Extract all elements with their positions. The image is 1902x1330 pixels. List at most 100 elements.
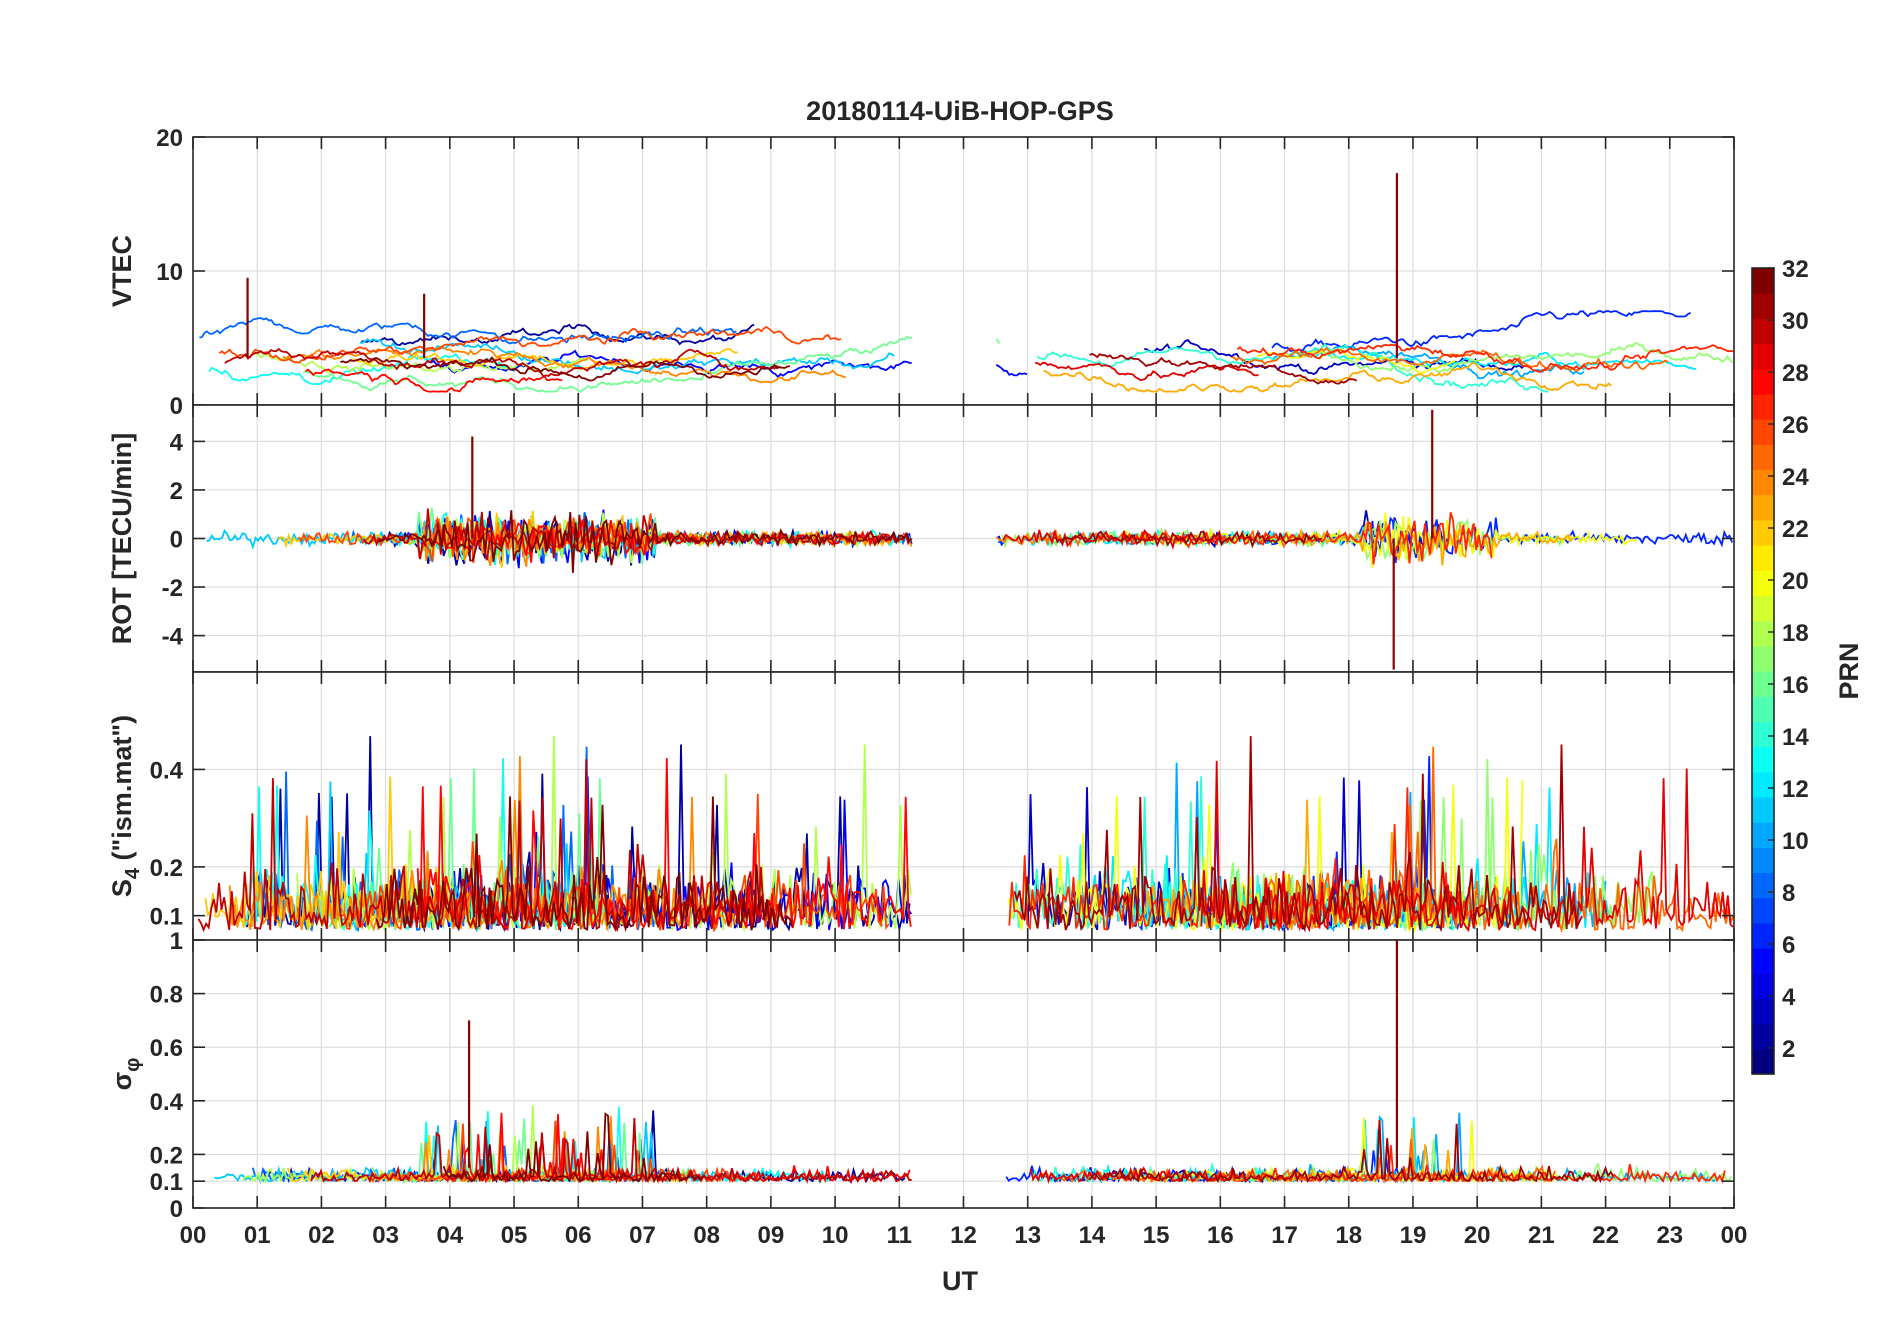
colorbar-swatch xyxy=(1752,318,1774,345)
x-tick-label: 10 xyxy=(822,1222,849,1249)
colorbar-tick-label: 24 xyxy=(1782,464,1809,491)
x-tick-label: 19 xyxy=(1400,1222,1427,1249)
colorbar-swatch xyxy=(1752,393,1774,420)
colorbar-swatch xyxy=(1752,469,1774,496)
y-tick-label: 4 xyxy=(170,429,184,456)
colorbar-swatch xyxy=(1752,872,1774,899)
colorbar-tick-label: 16 xyxy=(1782,672,1809,699)
colorbar-swatch xyxy=(1752,671,1774,697)
colorbar-tick-label: 30 xyxy=(1782,308,1809,335)
series-group xyxy=(197,736,1734,934)
colorbar-tick-label: 12 xyxy=(1782,776,1809,803)
x-tick-label: 08 xyxy=(693,1222,720,1249)
colorbar-swatch xyxy=(1752,897,1774,924)
x-tick-label: 07 xyxy=(629,1222,656,1249)
y-tick-label: 20 xyxy=(156,125,183,152)
x-axis-ticks: 00 01 02 03 04 05 06 07 08 09 10 11 12 13 14 15 16 17 18 19… xyxy=(180,1222,1748,1249)
y-tick-label: 0 xyxy=(170,527,183,554)
x-tick-label: 20 xyxy=(1464,1222,1491,1249)
series-prn-32 xyxy=(340,356,791,382)
x-axis-label: UT xyxy=(942,1266,978,1296)
colorbar-swatch xyxy=(1752,822,1774,848)
panel-rot: -4 -2 0 2 4 ROT [TECU/min] xyxy=(107,404,1735,673)
series-prn-30 xyxy=(310,1117,912,1184)
panel-vtec: 0 10 20 VTEC xyxy=(107,125,1735,420)
x-tick-label: 03 xyxy=(372,1222,399,1249)
series-prn-20 xyxy=(1256,347,1456,374)
x-tick-label: 04 xyxy=(436,1222,463,1249)
x-tick-label: 02 xyxy=(308,1222,335,1249)
y-axis-label-rot: ROT [TECU/min] xyxy=(107,433,137,644)
grid xyxy=(192,672,1735,940)
colorbar-swatch xyxy=(1752,746,1774,773)
x-tick-label: 22 xyxy=(1592,1222,1619,1249)
y-tick-label: 0.4 xyxy=(150,757,184,784)
y-tick-label: 0.4 xyxy=(150,1089,184,1116)
series-prn-16 xyxy=(302,335,913,393)
colorbar-tick-label: 26 xyxy=(1782,412,1809,439)
series-prn-32 xyxy=(442,1112,704,1184)
colorbar-swatch xyxy=(1752,519,1774,546)
series-prn-31 xyxy=(1088,1119,1614,1184)
colorbar-swatch xyxy=(1752,973,1774,1000)
x-tick-label: 23 xyxy=(1656,1222,1683,1249)
series-group xyxy=(206,507,1733,573)
x-tick-label: 05 xyxy=(501,1222,528,1249)
y-tick-label: 0.1 xyxy=(150,1169,183,1196)
panel-s4: 0.1 0.2 0.4S4 ("ism.mat") xyxy=(107,671,1735,941)
x-tick-label: 13 xyxy=(1014,1222,1041,1249)
x-tick-label: 12 xyxy=(950,1222,977,1249)
y-axis-label-s4: S4 ("ism.mat") xyxy=(107,715,144,897)
colorbar-swatch xyxy=(1752,494,1774,521)
colorbar-swatch xyxy=(1752,771,1774,798)
colorbar-swatch xyxy=(1752,444,1774,471)
x-tick-label: 00 xyxy=(180,1222,207,1249)
x-tick-label: 18 xyxy=(1335,1222,1362,1249)
series-prn-25 xyxy=(1231,346,1669,372)
colorbar-swatch xyxy=(1752,419,1774,445)
colorbar-tick-label: 18 xyxy=(1782,620,1809,647)
series-prn-14 xyxy=(1036,342,1549,393)
colorbar-tick-label: 20 xyxy=(1782,568,1809,595)
series-prn-8 xyxy=(997,540,1001,544)
colorbar-swatch xyxy=(1752,293,1774,319)
colorbar-swatch xyxy=(1752,1048,1774,1075)
y-tick-label: -2 xyxy=(162,575,183,602)
colorbar-frame xyxy=(1751,267,1775,1075)
colorbar-swatch xyxy=(1752,721,1774,748)
x-tick-label: 21 xyxy=(1528,1222,1555,1249)
series-prn-12 xyxy=(1297,350,1697,371)
colorbar-swatch xyxy=(1752,620,1774,647)
colorbar-swatch xyxy=(1752,645,1774,672)
colorbar-swatch xyxy=(1752,545,1774,571)
series-prn-23 xyxy=(1043,361,1612,393)
y-tick-label: 0.2 xyxy=(150,1142,183,1169)
y-tick-label: 0 xyxy=(170,1196,183,1223)
colorbar-swatch xyxy=(1752,268,1774,294)
colorbar-tick-label: 28 xyxy=(1782,360,1809,387)
colorbar-swatch xyxy=(1752,1023,1774,1050)
y-tick-label: 10 xyxy=(156,259,183,286)
series-prn-2 xyxy=(361,323,755,347)
colorbar-swatch xyxy=(1752,948,1774,974)
x-tick-label: 09 xyxy=(758,1222,785,1249)
series-prn-29 xyxy=(1035,361,1259,382)
x-tick-label: 06 xyxy=(565,1222,592,1249)
y-tick-label: 0 xyxy=(170,393,183,420)
y-tick-label: 0.2 xyxy=(150,855,183,882)
colorbar-swatch xyxy=(1752,922,1774,949)
y-tick-label: -4 xyxy=(162,624,184,651)
series-prn-29 xyxy=(1200,760,1734,933)
colorbar-tick-label: 32 xyxy=(1782,256,1809,283)
chart-title: 20180114-UiB-HOP-GPS xyxy=(806,96,1114,126)
y-axis-label-sigma_phi: σφ xyxy=(107,1058,144,1091)
series-prn-5 xyxy=(995,364,1028,377)
colorbar-tick-label: 10 xyxy=(1782,828,1809,855)
colorbar-tick-label: 2 xyxy=(1782,1036,1795,1063)
series-prn-23 xyxy=(1290,520,1574,566)
series-prn-31 xyxy=(1013,736,1583,933)
y-tick-label: 0.8 xyxy=(150,982,183,1009)
